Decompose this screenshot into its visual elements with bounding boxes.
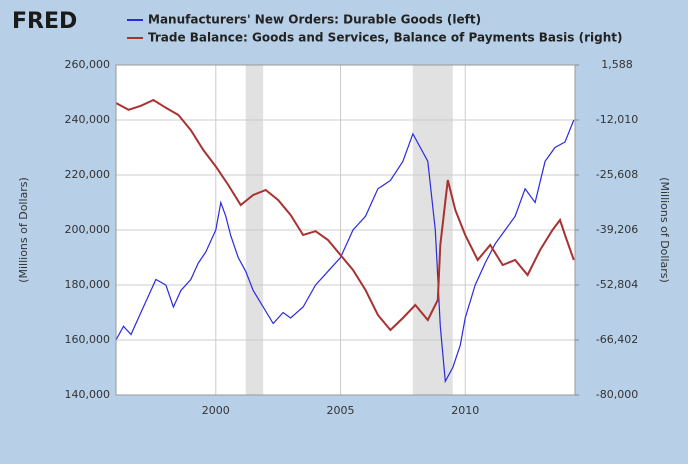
y2-tick-label: 1,588 bbox=[601, 58, 633, 71]
x-tick-label: 2000 bbox=[202, 404, 230, 417]
y-axis-title: (Millions of Dollars) bbox=[17, 177, 30, 283]
y2-tick-label: -52,804 bbox=[596, 278, 638, 291]
y-tick-label: 240,000 bbox=[65, 113, 111, 126]
logo: FRED bbox=[12, 9, 77, 34]
y2-tick-label: -25,608 bbox=[596, 168, 638, 181]
y2-tick-label: -39,206 bbox=[596, 223, 638, 236]
y2-axis-title: (Millions of Dollars) bbox=[658, 177, 671, 283]
y2-tick-label: -80,000 bbox=[596, 388, 638, 401]
legend-label: Trade Balance: Goods and Services, Balan… bbox=[148, 31, 622, 45]
y-tick-label: 200,000 bbox=[65, 223, 111, 236]
y-tick-label: 160,000 bbox=[65, 333, 111, 346]
plot-border bbox=[115, 64, 576, 396]
y-tick-label: 220,000 bbox=[65, 168, 111, 181]
legend-label: Manufacturers' New Orders: Durable Goods… bbox=[148, 13, 481, 27]
y-tick-label: 260,000 bbox=[65, 58, 111, 71]
y-tick-label: 180,000 bbox=[65, 278, 111, 291]
x-tick-label: 2005 bbox=[327, 404, 355, 417]
y2-tick-label: -66,402 bbox=[596, 333, 638, 346]
series-line bbox=[115, 119, 575, 384]
y2-tick-label: -12,010 bbox=[596, 113, 638, 126]
series-line bbox=[115, 98, 575, 332]
x-tick-label: 2010 bbox=[451, 404, 479, 417]
y-tick-label: 140,000 bbox=[65, 388, 111, 401]
